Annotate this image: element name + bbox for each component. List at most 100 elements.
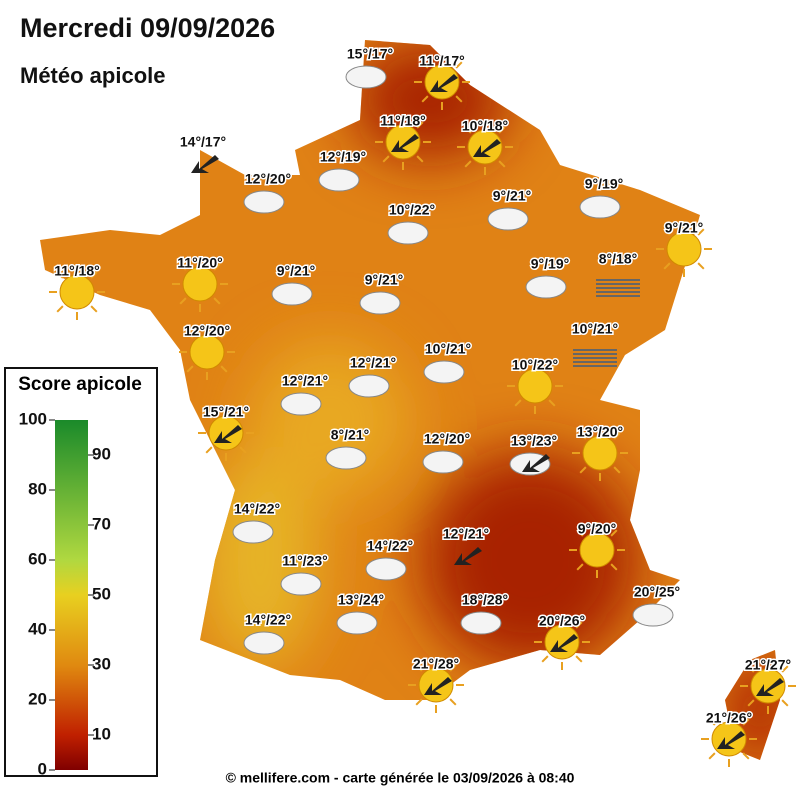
cloud-icon <box>387 221 429 245</box>
sun-ray <box>663 228 671 236</box>
sun-ray <box>610 563 618 571</box>
station-label: 20°/25° <box>634 584 680 600</box>
sun-ray <box>415 698 423 706</box>
station-label: 21°/27° <box>745 657 791 673</box>
cloud-icon <box>318 168 360 192</box>
sun-ray <box>610 529 618 537</box>
sun-icon <box>208 415 244 451</box>
cloud-icon <box>232 520 274 544</box>
cloud-icon <box>280 572 322 596</box>
station-label: 12°/20° <box>184 323 230 339</box>
sun-ray <box>697 228 705 236</box>
station-label: 10°/18° <box>462 118 508 134</box>
legend-title: Score apicole <box>18 374 142 395</box>
wind-arrow <box>424 677 452 695</box>
wind-arrow <box>473 139 501 157</box>
legend-tick-label: 40 <box>28 619 47 638</box>
sun-ray <box>498 126 506 134</box>
cloud-icon <box>422 450 464 474</box>
sun-ray <box>205 412 213 420</box>
color-bar <box>55 420 88 770</box>
legend-tick-label: 100 <box>19 409 47 428</box>
sun-ray <box>449 698 457 706</box>
cloud-icon <box>243 631 285 655</box>
sun-ray <box>213 263 221 271</box>
cloud-icon <box>525 275 567 299</box>
station-label: 11°/18° <box>54 263 99 279</box>
sun-ray <box>464 126 472 134</box>
sun-ray <box>464 160 472 168</box>
sun-ray <box>514 365 522 373</box>
sun-ray <box>56 271 64 279</box>
wind-arrow <box>214 425 242 443</box>
cloud-icon <box>460 611 502 635</box>
sun-ray <box>220 365 228 373</box>
sun-ray <box>382 155 390 163</box>
sun-ray <box>455 61 463 69</box>
sun-ray <box>575 621 583 629</box>
wind-arrow <box>391 134 419 152</box>
sun-ray <box>747 699 755 707</box>
station-label: 10°/22° <box>389 202 435 218</box>
sun-ray <box>548 365 556 373</box>
sun-ray <box>179 263 187 271</box>
cloud-icon <box>336 611 378 635</box>
station-label: 11°/18° <box>380 113 425 129</box>
sun-ray <box>239 446 247 454</box>
cloud-icon <box>345 65 387 89</box>
station-label: 21°/28° <box>413 656 459 672</box>
station-label: 15°/21° <box>203 404 249 420</box>
sun-icon <box>579 532 615 568</box>
station-label: 13°/23° <box>511 433 557 449</box>
station-label: 12°/19° <box>320 149 366 165</box>
cloud-icon <box>243 190 285 214</box>
sun-ray <box>576 563 584 571</box>
station-label: 10°/21° <box>572 321 618 337</box>
legend-tick-label: 80 <box>28 479 47 498</box>
legend-tick-label: 0 <box>38 759 47 778</box>
station-label: 11°/23° <box>282 553 327 569</box>
sun-ray <box>781 699 789 707</box>
cloud-icon <box>579 195 621 219</box>
sun-icon <box>424 64 460 100</box>
station-label: 9°/21° <box>493 188 531 204</box>
legend-tick-label: 90 <box>92 444 111 463</box>
sun-ray <box>579 432 587 440</box>
station-label: 9°/19° <box>585 176 623 192</box>
legend-tick-label: 20 <box>28 689 47 708</box>
wind-arrow <box>717 731 745 749</box>
sun-ray <box>56 305 64 313</box>
sun-icon <box>517 368 553 404</box>
sun-ray <box>416 155 424 163</box>
sun-ray <box>514 399 522 407</box>
station-label: 9°/21° <box>277 263 315 279</box>
sun-ray <box>455 95 463 103</box>
sun-ray <box>708 718 716 726</box>
sun-icon <box>467 129 503 165</box>
sun-ray <box>781 665 789 673</box>
sun-icon <box>666 231 702 267</box>
sun-ray <box>708 752 716 760</box>
station-label: 9°/21° <box>365 272 403 288</box>
sun-ray <box>613 432 621 440</box>
station-label: 14°/22° <box>245 612 291 628</box>
sun-icon <box>385 124 421 160</box>
sun-ray <box>663 262 671 270</box>
sun-ray <box>415 664 423 672</box>
sun-icon <box>544 624 580 660</box>
cloud-icon <box>325 446 367 470</box>
sun-ray <box>186 365 194 373</box>
sun-icon <box>582 435 618 471</box>
sun-ray <box>697 262 705 270</box>
sun-ray <box>613 466 621 474</box>
cloud-icon <box>423 360 465 384</box>
sun-icon <box>189 334 225 370</box>
station-label: 14°/22° <box>367 538 413 554</box>
cloud-icon <box>280 392 322 416</box>
station-label: 15°/17° <box>347 46 393 62</box>
sun-icon <box>418 667 454 703</box>
sun-ray <box>416 121 424 129</box>
station-label: 14°/22° <box>234 501 280 517</box>
station-label: 8°/21° <box>331 427 369 443</box>
sun-ray <box>382 121 390 129</box>
